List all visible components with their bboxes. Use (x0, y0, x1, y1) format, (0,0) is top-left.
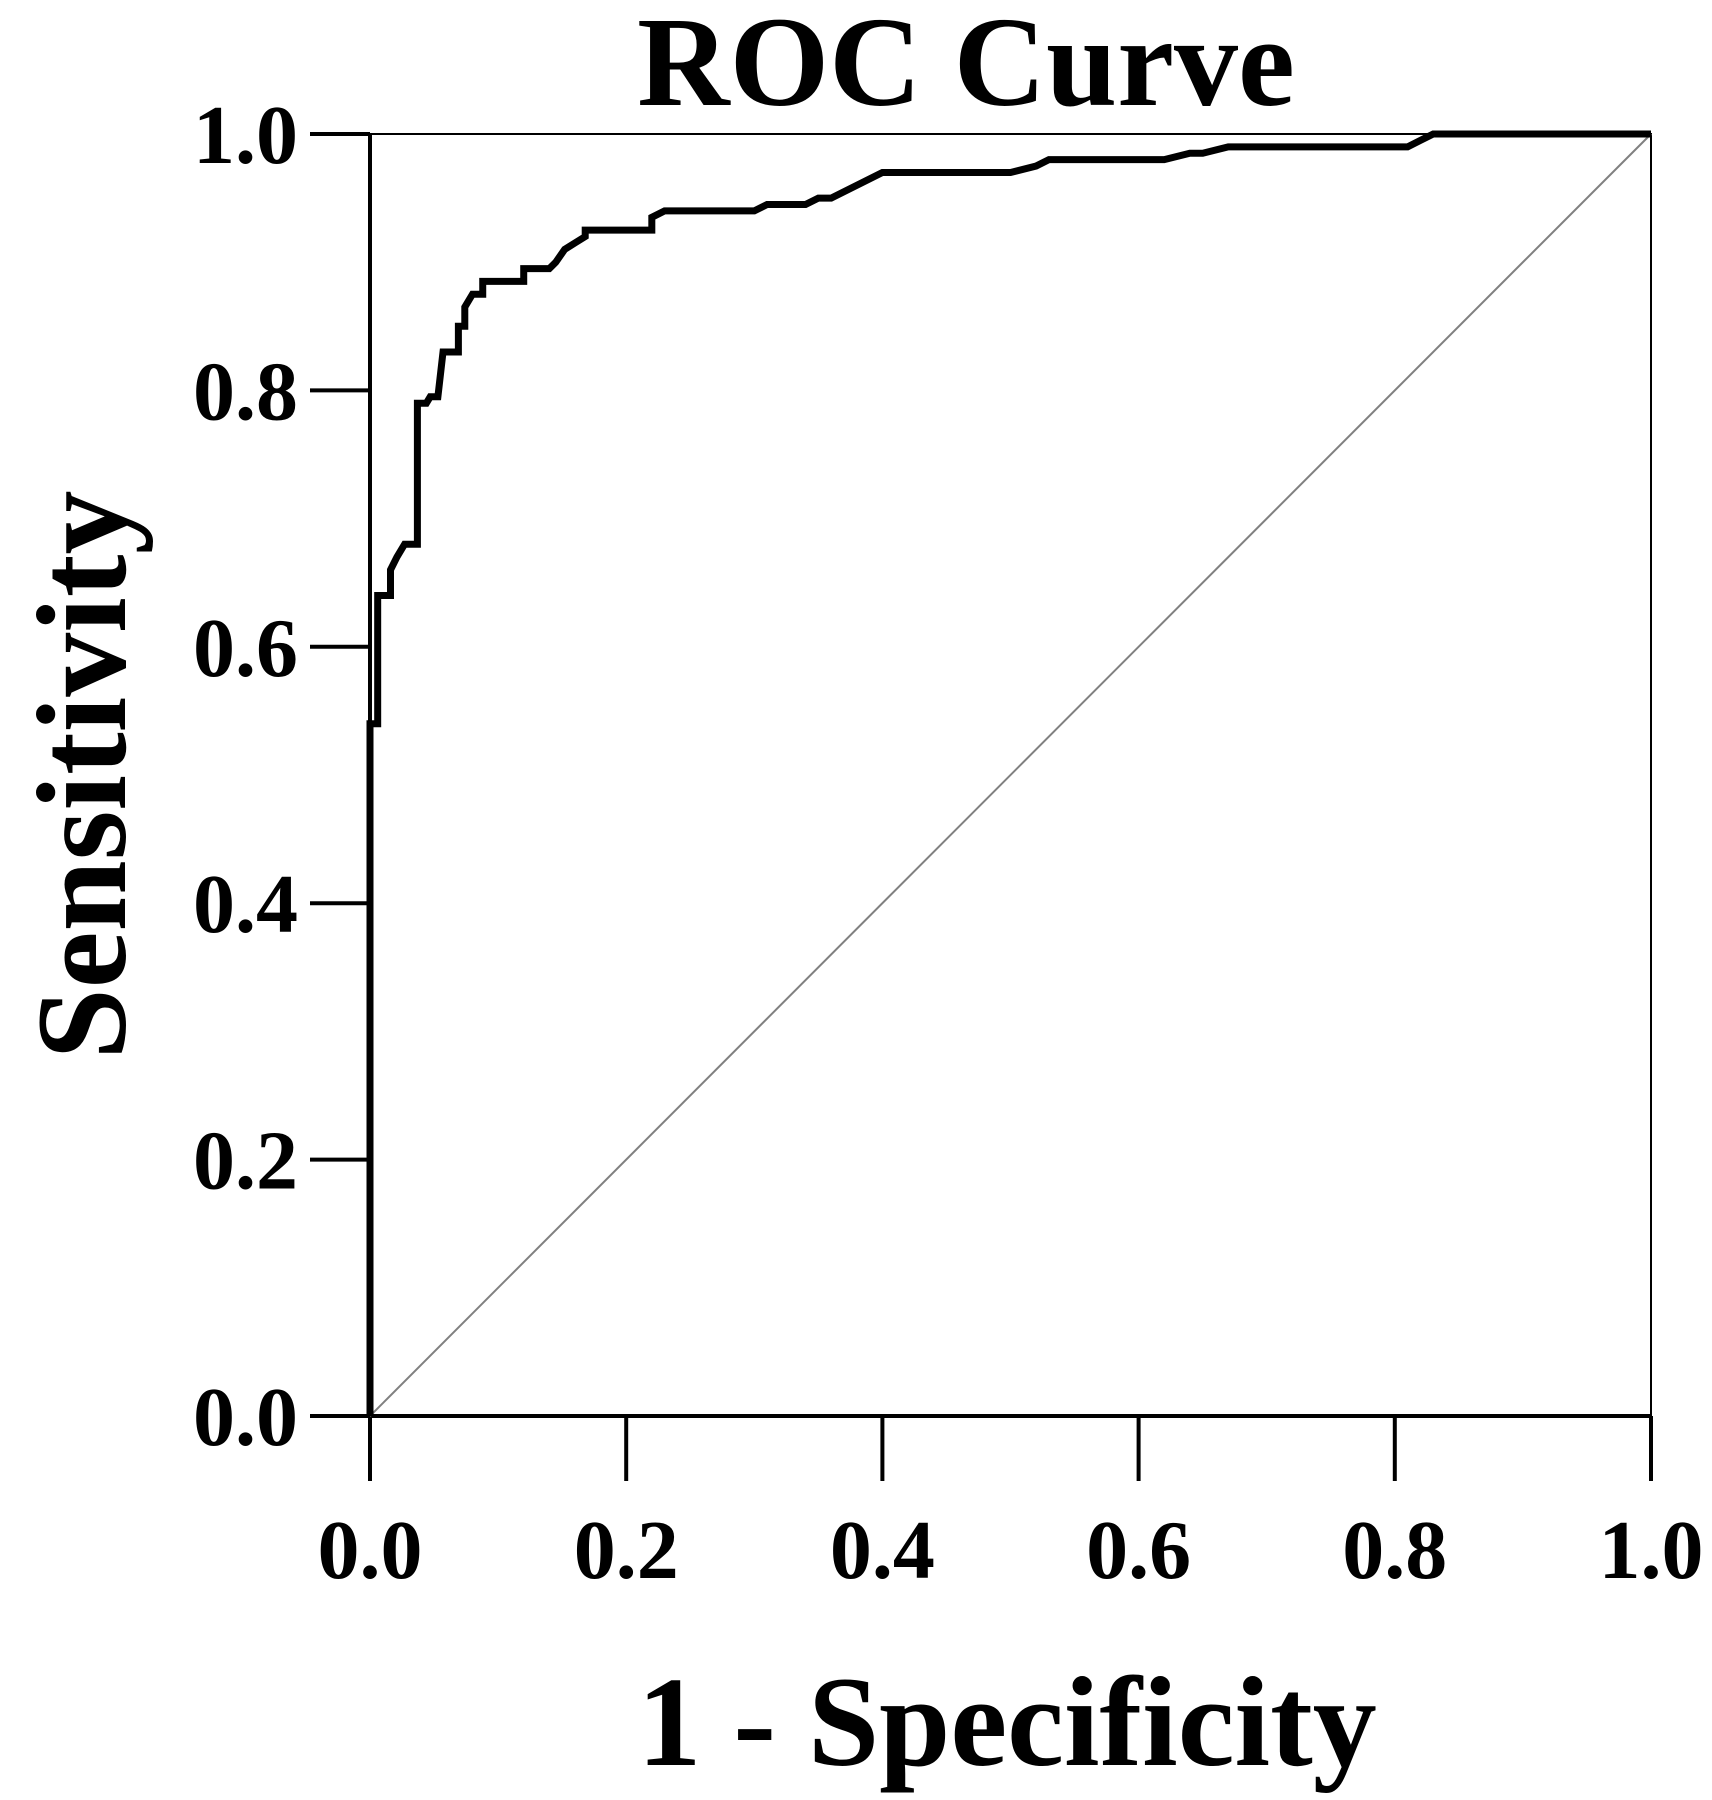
y-tick-label: 0.4 (193, 858, 298, 951)
x-tick-label: 1.0 (1599, 1504, 1704, 1597)
y-tick-label: 0.8 (193, 345, 298, 438)
y-tick-label: 0.2 (193, 1115, 298, 1208)
reference-line (369, 133, 1652, 1417)
roc-curve-line (366, 130, 1651, 1416)
y-axis-label: Sensitivity (11, 491, 153, 1060)
x-tick-label: 0.0 (318, 1504, 423, 1597)
y-tick-label: 1.0 (193, 89, 298, 182)
y-tick-label: 0.6 (193, 602, 298, 695)
x-tick-label: 0.6 (1086, 1504, 1191, 1597)
y-tick-label: 0.0 (193, 1371, 298, 1464)
x-tick-label: 0.8 (1342, 1504, 1447, 1597)
plot-area: 0.0 0.2 0.4 0.6 0.8 1.0 0.0 0.2 0.4 0.6 0.8 1.0 (193, 89, 1704, 1597)
x-tick-label: 0.2 (574, 1504, 679, 1597)
chart-title: ROC Curve (637, 0, 1295, 133)
x-axis-label: 1 - Specificity (637, 1651, 1376, 1793)
x-tick-label: 0.4 (830, 1504, 935, 1597)
